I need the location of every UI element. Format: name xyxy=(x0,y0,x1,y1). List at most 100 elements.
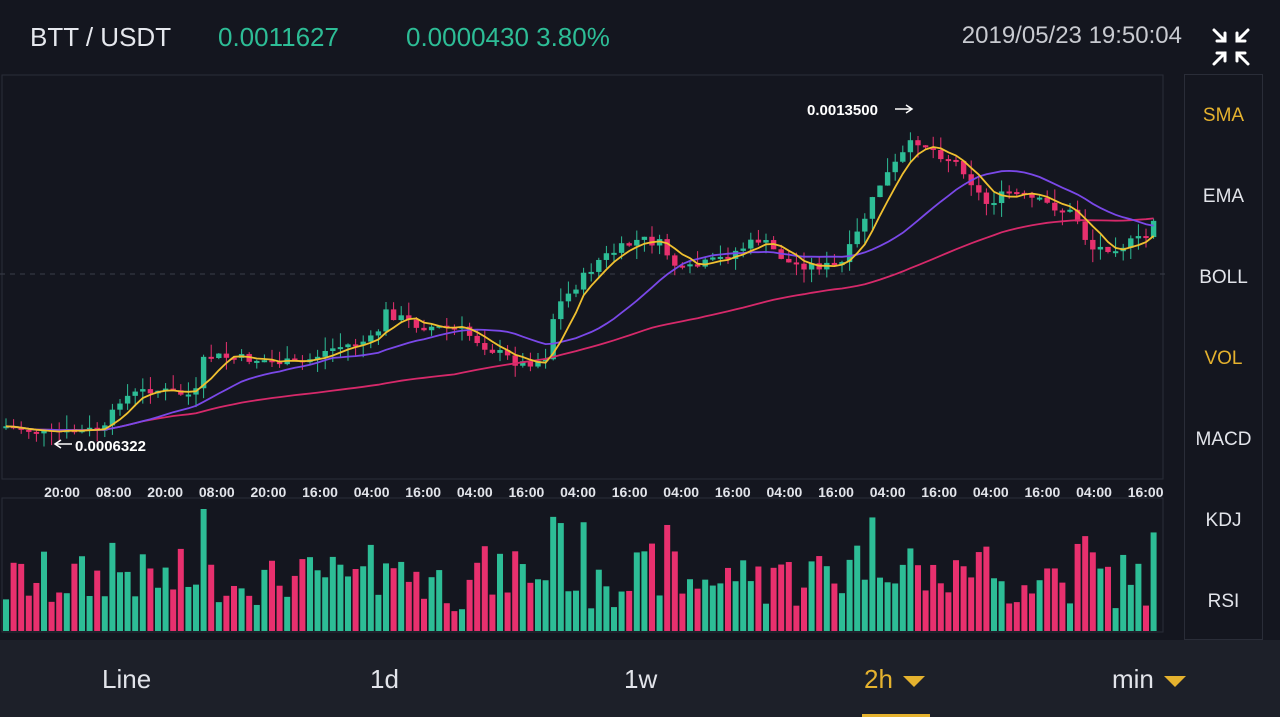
volume-bar xyxy=(101,596,108,631)
candle-body xyxy=(140,389,146,392)
volume-bar xyxy=(405,581,412,631)
timeframe-2h[interactable]: 2h xyxy=(864,664,925,695)
volume-bar xyxy=(1021,585,1028,631)
candle-body xyxy=(801,263,807,270)
timeframe-label: Line xyxy=(102,664,152,694)
volume-bar xyxy=(801,587,807,631)
volume-bar xyxy=(231,585,237,631)
candle-body xyxy=(1074,209,1081,222)
volume-bar xyxy=(261,569,268,631)
candle-body xyxy=(185,394,192,397)
volume-bar xyxy=(991,578,997,631)
x-tick-label: 16:00 xyxy=(508,484,544,500)
candle-body xyxy=(755,239,762,243)
candle-body xyxy=(178,390,184,395)
volume-bar xyxy=(1059,582,1066,631)
volume-bar xyxy=(1044,568,1051,631)
volume-bar xyxy=(1029,593,1035,631)
timeframe-1d[interactable]: 1d xyxy=(370,664,399,695)
candle-body xyxy=(869,197,876,219)
volume-bar xyxy=(1112,608,1119,631)
candle-body xyxy=(33,431,40,434)
timeframe-line[interactable]: Line xyxy=(102,664,151,695)
candle-body xyxy=(786,258,792,263)
volume-bar xyxy=(960,566,967,631)
volume-bar xyxy=(892,583,899,631)
x-tick-label: 04:00 xyxy=(663,484,699,500)
candle-body xyxy=(793,262,800,265)
volume-bar xyxy=(246,595,253,631)
volume-bar xyxy=(421,598,427,631)
candle-body xyxy=(147,389,154,394)
candle-body xyxy=(86,427,93,430)
exit-fullscreen-icon[interactable] xyxy=(1210,26,1252,68)
volume-bar xyxy=(519,564,526,631)
volume-bar xyxy=(877,577,883,631)
candle-body xyxy=(573,289,579,294)
chart-area[interactable]: 0.0013500 0.0006322 20:00 08:00 20:00 08:00… xyxy=(0,74,1166,640)
candle-body xyxy=(451,327,458,330)
candle-body xyxy=(322,350,328,357)
volume-bar xyxy=(983,546,990,631)
volume-bar xyxy=(79,556,85,631)
volume-bar xyxy=(679,593,686,631)
candle-body xyxy=(1135,236,1142,239)
candle-body xyxy=(672,255,678,266)
candle-body xyxy=(1150,220,1157,238)
x-tick-label: 08:00 xyxy=(96,484,132,500)
pair-title[interactable]: BTT / USDT xyxy=(30,22,172,52)
candle-body xyxy=(482,343,488,350)
indicator-vol[interactable]: VOL xyxy=(1204,348,1243,369)
volume-bar xyxy=(71,563,78,631)
volume-bar xyxy=(755,566,762,631)
candle-body xyxy=(808,263,815,270)
timeframe-min[interactable]: min xyxy=(1112,664,1186,695)
volume-bar xyxy=(839,593,845,631)
indicator-sidebar: SMA EMA BOLL VOL MACD KDJ RSI xyxy=(1184,74,1263,640)
volume-bar xyxy=(443,603,450,631)
volume-bar xyxy=(557,523,564,631)
volume-bar xyxy=(1067,603,1073,631)
volume-bar xyxy=(565,591,572,631)
volume-bar xyxy=(1074,543,1081,631)
candle-body xyxy=(687,264,693,267)
candle-body xyxy=(763,240,769,243)
volume-bar xyxy=(649,543,655,631)
indicator-ema[interactable]: EMA xyxy=(1202,186,1245,207)
indicator-boll[interactable]: BOLL xyxy=(1199,267,1248,288)
volume-bar xyxy=(284,596,291,631)
volume-bar xyxy=(899,564,906,631)
candle-body xyxy=(398,315,404,321)
volume-bar xyxy=(930,564,937,631)
indicator-kdj[interactable]: KDJ xyxy=(1205,510,1242,531)
candle-body xyxy=(345,344,351,348)
volume-bar xyxy=(823,566,830,631)
x-tick-label: 04:00 xyxy=(1076,484,1112,500)
volume-bar xyxy=(725,567,731,631)
x-tick-label: 16:00 xyxy=(302,484,338,500)
candle-body xyxy=(535,360,541,367)
indicator-sma[interactable]: SMA xyxy=(1202,105,1245,126)
x-tick-label: 04:00 xyxy=(560,484,596,500)
x-tick-label: 20:00 xyxy=(44,484,80,500)
x-tick-label: 04:00 xyxy=(457,484,493,500)
volume-bar xyxy=(1051,568,1058,631)
candle-body xyxy=(337,347,344,350)
timeframe-1w[interactable]: 1w xyxy=(624,664,657,695)
candle-body xyxy=(854,231,860,245)
candle-body xyxy=(360,341,366,345)
candle-body xyxy=(330,348,336,351)
kline-chart[interactable]: 0.0013500 0.0006322 20:00 08:00 20:00 08:00… xyxy=(0,74,1166,640)
volume-bar xyxy=(481,546,488,631)
volume-bar xyxy=(588,608,595,631)
indicator-macd[interactable]: MACD xyxy=(1195,429,1252,450)
volume-bar xyxy=(694,588,701,631)
indicator-rsi[interactable]: RSI xyxy=(1207,591,1240,612)
x-tick-label: 04:00 xyxy=(973,484,1009,500)
volume-frame xyxy=(1,497,1164,633)
x-tick-label: 16:00 xyxy=(715,484,751,500)
candle-body xyxy=(710,257,716,260)
candle-body xyxy=(26,429,32,432)
volume-bar xyxy=(1006,603,1013,631)
volume-bar xyxy=(595,569,602,631)
